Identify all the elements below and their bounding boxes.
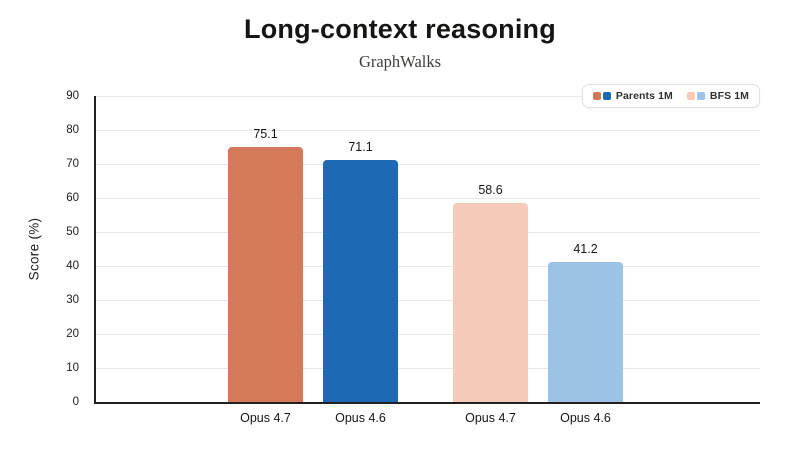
y-axis-line <box>94 96 96 404</box>
y-tick-label: 60 <box>66 192 79 204</box>
y-tick-label: 50 <box>66 226 79 238</box>
x-tick-label: Opus 4.6 <box>335 411 386 425</box>
y-tick-label: 70 <box>66 158 79 170</box>
y-tick-label: 30 <box>66 294 79 306</box>
gridline <box>96 129 760 131</box>
x-tick-label: Opus 4.7 <box>240 411 291 425</box>
gridline <box>96 265 760 267</box>
legend-swatch <box>592 92 601 100</box>
x-axis-line <box>94 402 760 404</box>
gridline <box>96 333 760 335</box>
legend-swatch-pair <box>686 92 705 100</box>
gridline <box>96 299 760 301</box>
legend-swatch-pair <box>592 92 611 100</box>
y-tick-label: 80 <box>66 124 79 136</box>
legend-item: BFS 1M <box>686 90 749 102</box>
bar-opus-4.6-1 <box>323 160 398 402</box>
y-tick-label: 0 <box>72 396 79 408</box>
legend-item: Parents 1M <box>592 90 673 102</box>
legend-swatch <box>696 92 705 100</box>
gridline <box>96 367 760 369</box>
y-tick-label: 10 <box>66 362 79 374</box>
x-tick-label: Opus 4.7 <box>465 411 516 425</box>
bar-value-label: 41.2 <box>573 241 598 256</box>
y-axis-tick-labels: 0 10 20 30 40 50 60 70 80 90 <box>0 90 88 408</box>
gridline <box>96 197 760 199</box>
x-axis-tick-labels: Opus 4.7 Opus 4.6 Opus 4.7 Opus 4.6 <box>96 411 760 435</box>
legend-label: BFS 1M <box>709 90 749 102</box>
y-tick-label: 90 <box>66 90 79 102</box>
y-tick-label: 20 <box>66 328 79 340</box>
bar-opus-4.6-3 <box>548 261 623 402</box>
gridline <box>96 231 760 233</box>
legend: Parents 1M BFS 1M <box>581 84 760 108</box>
legend-swatch <box>602 92 611 100</box>
bar-value-label: 71.1 <box>348 140 373 155</box>
bar-value-label: 75.1 <box>253 126 278 141</box>
plot-area: 75.1 71.1 58.6 41.2 <box>96 95 760 402</box>
chart-title: Long-context reasoning <box>244 14 556 44</box>
x-tick-label: Opus 4.6 <box>560 411 611 425</box>
bar-value-label: 58.6 <box>478 182 503 197</box>
gridline <box>96 95 760 97</box>
bar-opus-4.7-2 <box>453 202 528 402</box>
bar-opus-4.7-0 <box>228 146 303 402</box>
y-tick-label: 40 <box>66 260 79 272</box>
legend-swatch <box>686 92 695 100</box>
chart-subtitle: GraphWalks <box>358 52 442 71</box>
gridline <box>96 163 760 165</box>
legend-label: Parents 1M <box>615 90 673 102</box>
